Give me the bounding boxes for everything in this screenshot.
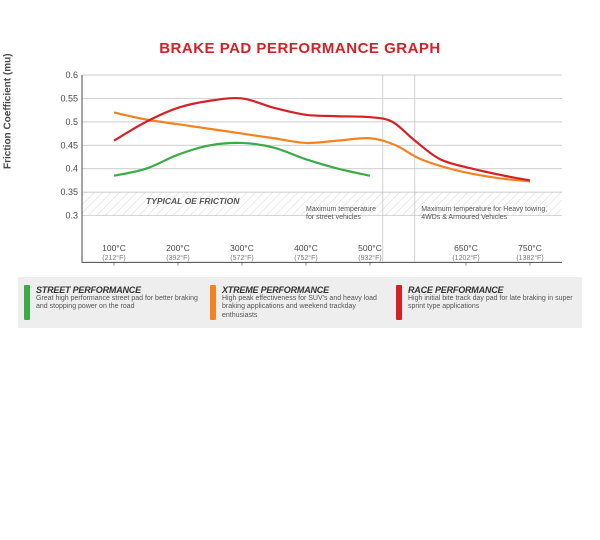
xtick-label-f: (572°F): [230, 254, 253, 262]
chart-area: Friction Coefficient (mu) 0.30.350.40.45…: [18, 69, 582, 269]
series-xtreme: [114, 112, 530, 181]
xtick-label-c: 750°C: [518, 243, 542, 253]
ytick-label: 0.3: [65, 211, 78, 221]
legend-text: Race PerformanceHigh initial bite track …: [408, 285, 576, 320]
xtick-label-f: (212°F): [102, 254, 125, 262]
plot-box: 0.3 0.35 0.4 0.45 0.5 0.55 0.6 100°C(212°F) 200°…: [56, 69, 582, 269]
chart-svg: 0.3 0.35 0.4 0.45 0.5 0.55 0.6 100°C(212°F) 200°…: [56, 69, 566, 269]
xtick-label-f: (932°F): [358, 254, 381, 262]
legend-text: Street PerformanceGreat high performance…: [36, 285, 204, 320]
series-street: [114, 143, 370, 176]
legend-title: Street Performance: [36, 285, 204, 295]
chart-annotation: 4WDs & Armoured Vehicles: [421, 214, 507, 221]
ytick-label: 0.35: [60, 187, 78, 197]
legend-desc: High initial bite track day pad for late…: [408, 295, 576, 312]
ytick-label: 0.55: [60, 93, 78, 103]
legend-panel: Street PerformanceGreat high performance…: [18, 277, 582, 328]
ytick-label: 0.6: [65, 70, 78, 80]
legend-desc: High peak effectiveness for SUV's and he…: [222, 295, 390, 320]
chart-annotation: for street vehicles: [306, 214, 361, 221]
oe-band-label: TYPICAL OE FRICTION: [146, 196, 240, 206]
y-axis-label: Friction Coefficient (mu): [3, 53, 14, 169]
xtick-label-c: 100°C: [102, 243, 126, 253]
xtick-label-c: 400°C: [294, 243, 318, 253]
legend-title: Race Performance: [408, 285, 576, 295]
xtick-label-f: (752°F): [294, 254, 317, 262]
legend-title: Xtreme Performance: [222, 285, 390, 295]
xtick-label-c: 200°C: [166, 243, 190, 253]
xtick-label-f: (1202°F): [452, 254, 479, 262]
legend-item: Race PerformanceHigh initial bite track …: [396, 285, 576, 320]
xtick-label-f: (1382°F): [516, 254, 543, 262]
legend-desc: Great high performance street pad for be…: [36, 295, 204, 312]
chart-annotation: Maximum temperature: [306, 206, 376, 213]
ytick-label: 0.5: [65, 117, 78, 127]
series-race: [114, 98, 530, 180]
legend-swatch: [24, 285, 30, 320]
xtick-label-c: 500°C: [358, 243, 382, 253]
xtick-label-c: 300°C: [230, 243, 254, 253]
ytick-label: 0.45: [60, 140, 78, 150]
legend-swatch: [396, 285, 402, 320]
legend-text: Xtreme PerformanceHigh peak effectivenes…: [222, 285, 390, 320]
xtick-label-c: 650°C: [454, 243, 478, 253]
legend-item: Xtreme PerformanceHigh peak effectivenes…: [210, 285, 390, 320]
chart-title: BRAKE PAD PERFORMANCE GRAPH: [0, 40, 600, 57]
chart-annotation: Maximum temperature for Heavy towing,: [421, 206, 547, 213]
graph-container: BRAKE PAD PERFORMANCE GRAPH Friction Coe…: [0, 0, 600, 540]
legend-swatch: [210, 285, 216, 320]
ytick-label: 0.4: [65, 164, 78, 174]
legend-item: Street PerformanceGreat high performance…: [24, 285, 204, 320]
xtick-label-f: (392°F): [166, 254, 189, 262]
